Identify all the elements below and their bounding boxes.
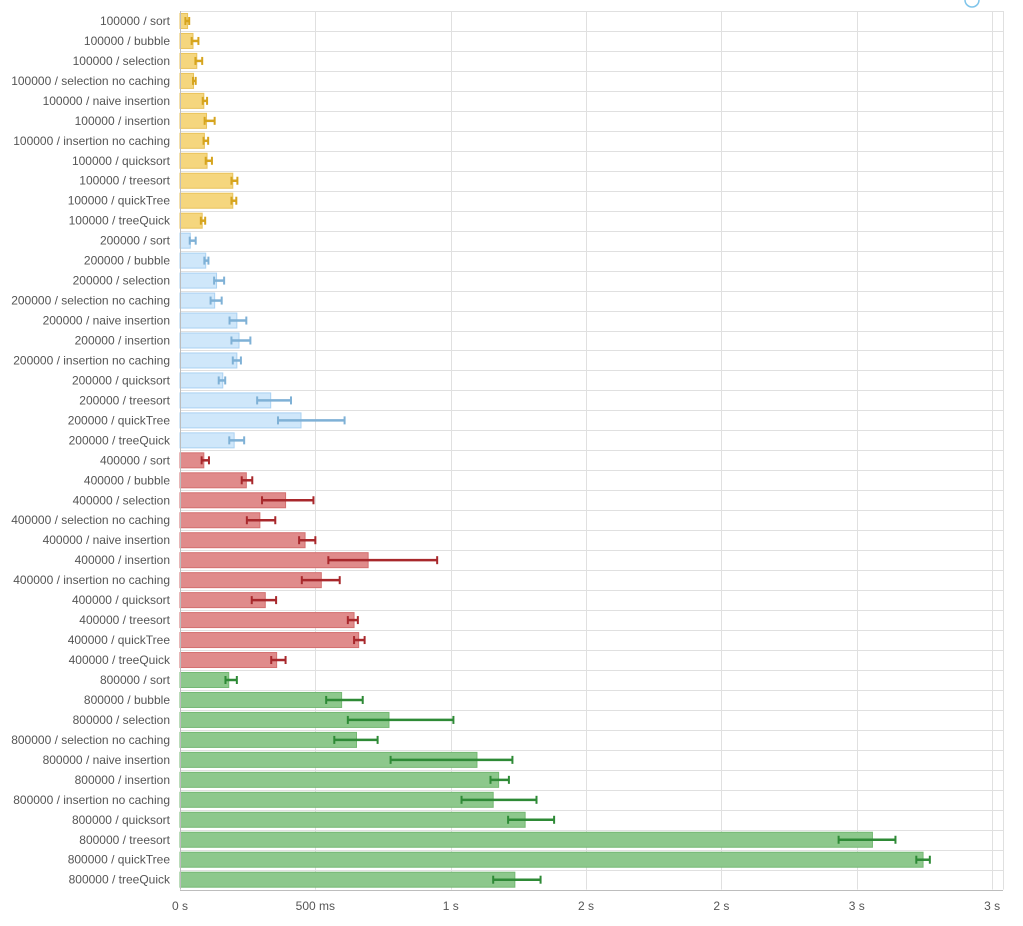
bar xyxy=(179,871,516,888)
category-label: 800000 / treesort xyxy=(79,833,170,847)
grid xyxy=(180,11,1004,891)
category-label: 100000 / naive insertion xyxy=(43,94,170,108)
bar xyxy=(179,811,526,828)
category-label: 800000 / selection no caching xyxy=(11,733,170,747)
category-label: 800000 / sort xyxy=(100,673,171,687)
bar xyxy=(179,851,924,868)
x-tick-label: 3 s xyxy=(849,899,865,913)
bar xyxy=(179,152,208,169)
bar xyxy=(179,372,224,389)
x-tick-label: 2 s xyxy=(713,899,729,913)
category-label: 800000 / quickTree xyxy=(68,853,171,867)
x-tick-label: 500 ms xyxy=(296,899,335,913)
category-label: 800000 / quicksort xyxy=(72,813,171,827)
bar xyxy=(179,632,360,649)
category-label: 200000 / insertion xyxy=(75,334,170,348)
category-label: 100000 / bubble xyxy=(84,34,170,48)
category-label: 400000 / quickTree xyxy=(68,633,171,647)
category-label: 400000 / treeQuick xyxy=(69,653,171,667)
category-label: 100000 / sort xyxy=(100,14,171,28)
category-label: 200000 / quickTree xyxy=(68,413,171,427)
bar xyxy=(179,652,278,669)
bar xyxy=(179,272,218,289)
bar xyxy=(179,472,247,489)
category-label: 400000 / bubble xyxy=(84,473,170,487)
category-label: 100000 / insertion xyxy=(75,114,170,128)
category-label: 200000 / sort xyxy=(100,234,171,248)
x-tick-label: 3 s xyxy=(984,899,1000,913)
category-label: 100000 / selection no caching xyxy=(11,74,170,88)
corner-indicator xyxy=(964,0,980,8)
bar xyxy=(179,452,205,469)
category-label: 100000 / selection xyxy=(73,54,170,68)
bar xyxy=(179,252,207,269)
bar xyxy=(179,532,306,549)
bar xyxy=(179,332,240,349)
category-label: 200000 / selection no caching xyxy=(11,294,170,308)
category-label: 800000 / bubble xyxy=(84,693,170,707)
bar xyxy=(179,671,230,688)
bar xyxy=(179,232,191,249)
bar xyxy=(179,612,355,629)
bar xyxy=(179,212,203,229)
bar xyxy=(179,831,873,848)
category-label: 100000 / treeQuick xyxy=(69,214,171,228)
category-label: 100000 / quicksort xyxy=(72,154,171,168)
error-bars xyxy=(184,16,931,884)
category-label: 400000 / selection no caching xyxy=(11,513,170,527)
category-label: 100000 / quickTree xyxy=(68,194,171,208)
bar xyxy=(179,572,322,589)
bar xyxy=(179,52,198,69)
bar xyxy=(179,92,205,109)
bar xyxy=(179,432,235,449)
category-label: 100000 / insertion no caching xyxy=(13,134,170,148)
category-label: 800000 / insertion no caching xyxy=(13,793,170,807)
bar xyxy=(179,292,216,309)
bar xyxy=(179,312,238,329)
x-tick-label: 0 s xyxy=(172,899,188,913)
category-label: 400000 / selection xyxy=(73,493,170,507)
category-label: 400000 / naive insertion xyxy=(43,533,170,547)
category-label: 200000 / treeQuick xyxy=(69,433,171,447)
category-label: 800000 / naive insertion xyxy=(43,753,170,767)
bar xyxy=(179,731,357,748)
category-label: 200000 / quicksort xyxy=(72,373,171,387)
x-tick-label: 1 s xyxy=(443,899,459,913)
category-label: 400000 / insertion xyxy=(75,553,170,567)
category-label: 200000 / insertion no caching xyxy=(13,353,170,367)
x-tick-label: 2 s xyxy=(578,899,594,913)
category-label: 200000 / treesort xyxy=(79,393,170,407)
category-label: 200000 / naive insertion xyxy=(43,314,170,328)
category-labels: 100000 / sort 100000 / bubble 100000 / sel… xyxy=(11,14,171,887)
category-label: 800000 / treeQuick xyxy=(69,873,171,887)
bar xyxy=(179,72,195,89)
bar xyxy=(179,771,500,788)
x-tick-labels: 0 s 500 ms 1 s 2 s 2 s 3 s 3 s xyxy=(172,899,1000,913)
category-label: 200000 / bubble xyxy=(84,254,170,268)
bars xyxy=(179,12,924,888)
bar xyxy=(179,172,234,189)
category-label: 200000 / selection xyxy=(73,274,170,288)
bar xyxy=(179,192,234,209)
bar xyxy=(179,132,205,149)
bar xyxy=(179,691,343,708)
category-label: 400000 / treesort xyxy=(79,613,170,627)
category-label: 100000 / treesort xyxy=(79,174,170,188)
bar xyxy=(179,112,208,129)
category-label: 800000 / selection xyxy=(73,713,170,727)
bar xyxy=(179,352,238,369)
bar xyxy=(179,791,494,808)
category-label: 400000 / quicksort xyxy=(72,593,171,607)
category-label: 400000 / insertion no caching xyxy=(13,573,170,587)
category-label: 800000 / insertion xyxy=(75,773,170,787)
axes xyxy=(180,11,1003,891)
category-label: 400000 / sort xyxy=(100,453,171,467)
